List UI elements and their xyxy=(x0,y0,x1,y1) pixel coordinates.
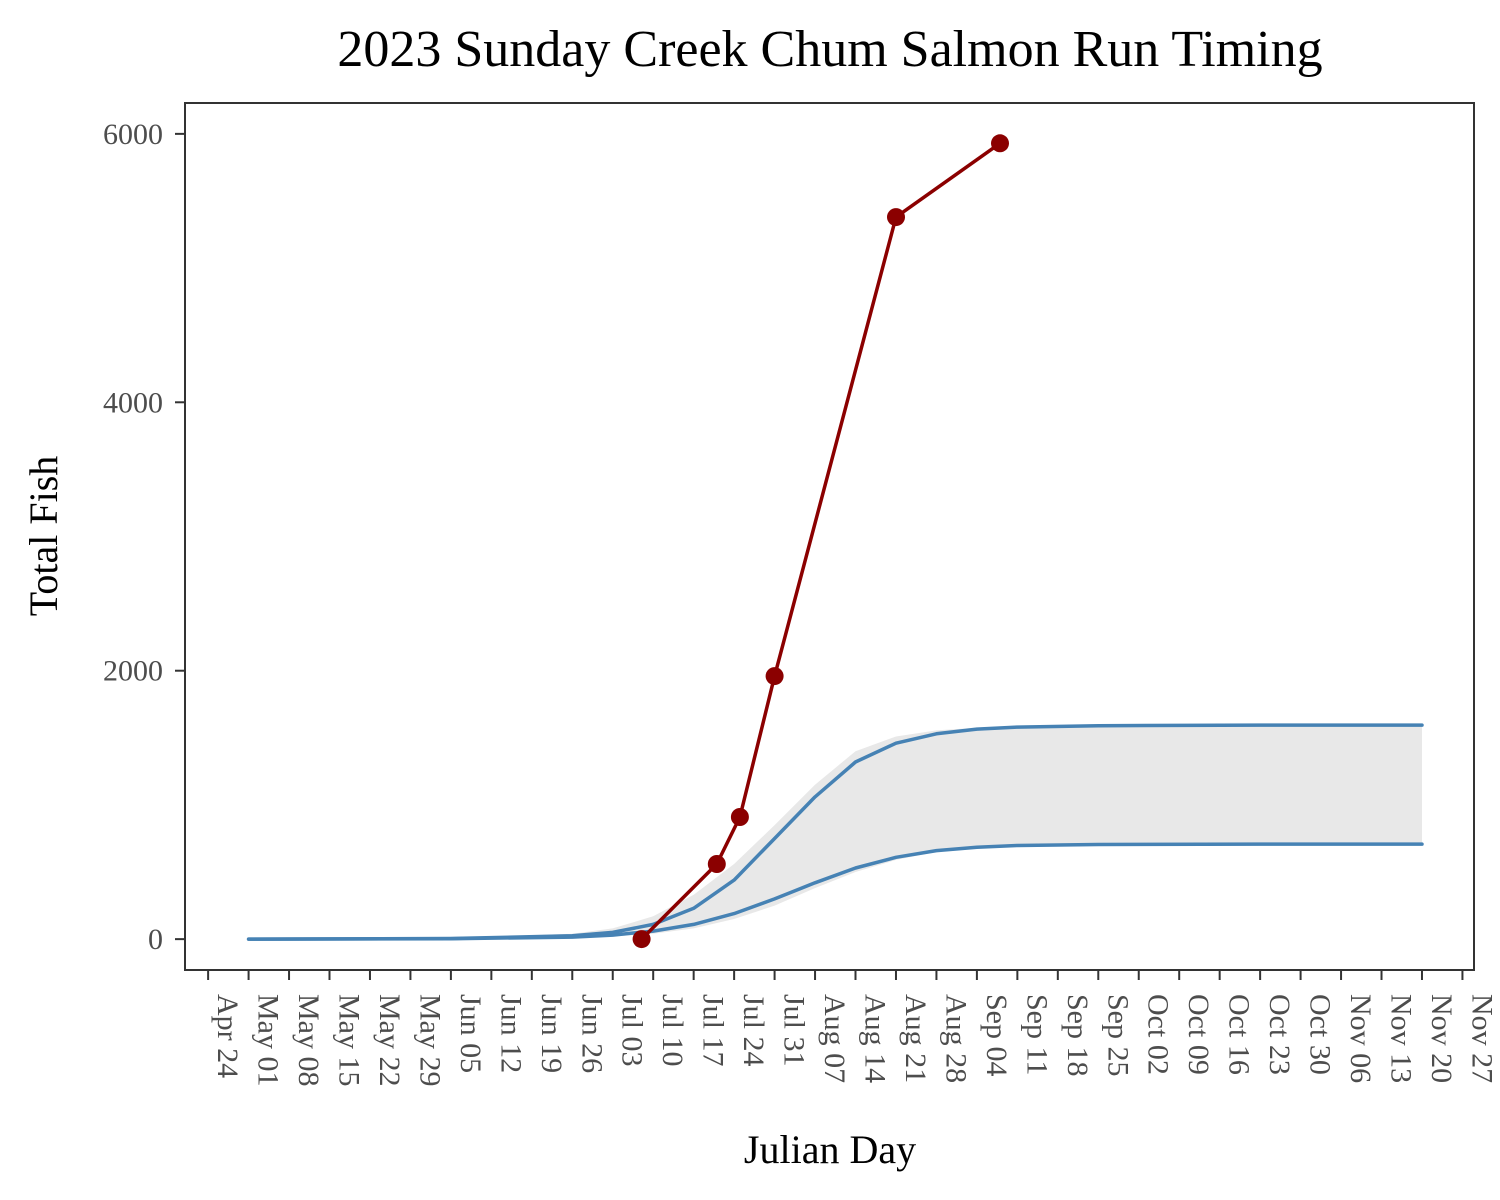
observed-point xyxy=(632,930,651,949)
observed-point xyxy=(707,855,726,873)
model-curve-layer xyxy=(246,723,1424,941)
observed-point xyxy=(887,208,905,227)
confidence-ribbon xyxy=(248,725,1423,940)
chart-title: 2023 Sunday Creek Chum Salmon Run Timing xyxy=(337,21,1322,78)
x-tick-label: Oct 16 xyxy=(1223,994,1256,1075)
x-tick-label: Jun 26 xyxy=(575,994,608,1073)
plot-panel-border xyxy=(184,102,1475,971)
upper-model-curve xyxy=(246,723,1424,941)
x-tick-label: Jun 05 xyxy=(454,994,487,1073)
x-tick-label: May 15 xyxy=(333,994,366,1087)
x-tick-label: Jul 10 xyxy=(656,994,689,1067)
x-tick-label: Jul 03 xyxy=(616,994,649,1067)
x-tick-label: Jul 17 xyxy=(697,994,730,1067)
x-tick-label: Sep 25 xyxy=(1101,994,1134,1077)
x-tick-label: Sep 11 xyxy=(1020,994,1053,1075)
y-tick-label: 6000 xyxy=(103,118,163,151)
lower-model-curve xyxy=(246,842,1424,941)
x-tick-label: Oct 02 xyxy=(1142,994,1175,1075)
x-tick-label: Aug 28 xyxy=(939,994,972,1083)
y-axis-title: Total Fish xyxy=(21,456,66,617)
observed-series-layer xyxy=(632,134,1009,949)
x-tick-label: Sep 18 xyxy=(1061,994,1094,1077)
x-tick-label: Nov 13 xyxy=(1385,994,1418,1083)
x-tick-label: Oct 23 xyxy=(1263,994,1296,1075)
x-tick-label: Aug 07 xyxy=(818,994,851,1083)
x-tick-label: Jun 12 xyxy=(494,994,527,1073)
x-tick-label: Aug 14 xyxy=(859,994,892,1083)
x-tick-label: Aug 21 xyxy=(899,994,932,1083)
x-axis: Apr 24 May 01 May 08 May 15 May 22 May 29 Jun … xyxy=(207,970,1498,1087)
x-tick-label: Jul 24 xyxy=(737,994,770,1067)
x-tick-label: Oct 09 xyxy=(1182,994,1215,1075)
observed-point xyxy=(991,134,1009,153)
x-tick-label: Nov 20 xyxy=(1425,994,1458,1083)
y-tick-label: 0 xyxy=(148,923,163,956)
y-tick-label: 4000 xyxy=(103,386,163,419)
observed-point xyxy=(730,808,749,826)
observed-point xyxy=(765,667,784,686)
x-tick-label: May 29 xyxy=(413,994,446,1087)
x-tick-label: May 01 xyxy=(252,994,285,1087)
x-tick-label: Jul 31 xyxy=(778,994,811,1067)
y-tick-label: 2000 xyxy=(103,655,163,688)
x-tick-label: Nov 06 xyxy=(1344,994,1377,1083)
observed-line xyxy=(640,141,1002,941)
x-tick-label: Oct 30 xyxy=(1304,994,1337,1075)
x-tick-label: May 08 xyxy=(292,994,325,1087)
y-axis: 0 2000 4000 6000 xyxy=(103,118,185,956)
x-tick-label: May 22 xyxy=(373,994,406,1087)
x-tick-label: Apr 24 xyxy=(211,994,244,1078)
x-tick-label: Sep 04 xyxy=(980,994,1013,1077)
x-tick-label: Jun 19 xyxy=(535,994,568,1073)
x-axis-title: Julian Day xyxy=(744,1127,916,1172)
ribbon-layer xyxy=(248,725,1423,940)
x-tick-label: Nov 27 xyxy=(1465,994,1498,1083)
